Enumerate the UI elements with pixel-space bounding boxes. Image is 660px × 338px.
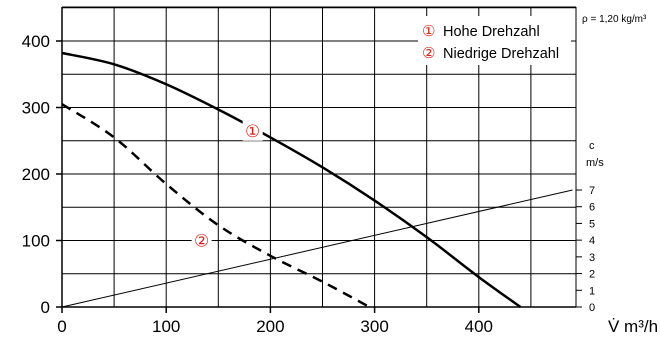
y-tick-label: 0	[41, 298, 50, 317]
right-tick-label: 4	[589, 235, 595, 247]
y-tick-label: 400	[22, 32, 50, 51]
legend-label-2: Niedrige Drehzahl	[443, 46, 559, 62]
x-tick-label: 300	[360, 317, 388, 336]
y-tick-label: 100	[22, 232, 50, 251]
y-tick-label: 300	[22, 99, 50, 118]
legend-background	[418, 16, 571, 65]
legend-label-1: Hohe Drehzahl	[443, 24, 540, 40]
series-line-3	[61, 189, 573, 308]
y-tick-label: 200	[22, 165, 50, 184]
series-line-1	[61, 51, 522, 309]
right-axis-symbol: c	[589, 140, 595, 152]
right-tick-label: 5	[589, 218, 595, 230]
legend: ① Hohe Drehzahl ② Niedrige Drehzahl	[418, 16, 571, 65]
right-tick-label: 3	[589, 252, 595, 264]
legend-marker-2: ②	[422, 44, 435, 62]
right-tick-label: 0	[589, 302, 595, 314]
right-tick-label: 7	[589, 185, 595, 197]
curve-marker-bg	[191, 229, 212, 251]
right-tick-label: 2	[589, 269, 595, 281]
right-tick-label: 1	[589, 285, 595, 297]
axes	[56, 7, 582, 313]
x-tick-label: 0	[57, 317, 66, 336]
density-note: ρ = 1,20 kg/m³	[582, 14, 647, 25]
x-tick-label: 400	[465, 317, 493, 336]
series-group: ①②	[61, 51, 573, 309]
x-axis-unit-label: V̇ m³/h	[608, 317, 658, 336]
right-tick-label: 6	[589, 202, 595, 214]
curve-marker-bg	[242, 119, 263, 141]
legend-marker-1: ①	[422, 22, 435, 40]
right-axis-unit: m/s	[586, 157, 604, 169]
tick-labels: 0 100 200 300 400 0 100 200 300 400 V̇ m³/h 0 1 2 3 4 5 6…	[22, 14, 658, 336]
grid	[62, 6, 576, 307]
x-tick-label: 200	[256, 317, 284, 336]
series-line-2	[61, 103, 370, 309]
x-tick-label: 100	[152, 317, 180, 336]
curve-marker-2: ②	[194, 232, 209, 252]
curve-marker-1: ①	[245, 122, 260, 142]
